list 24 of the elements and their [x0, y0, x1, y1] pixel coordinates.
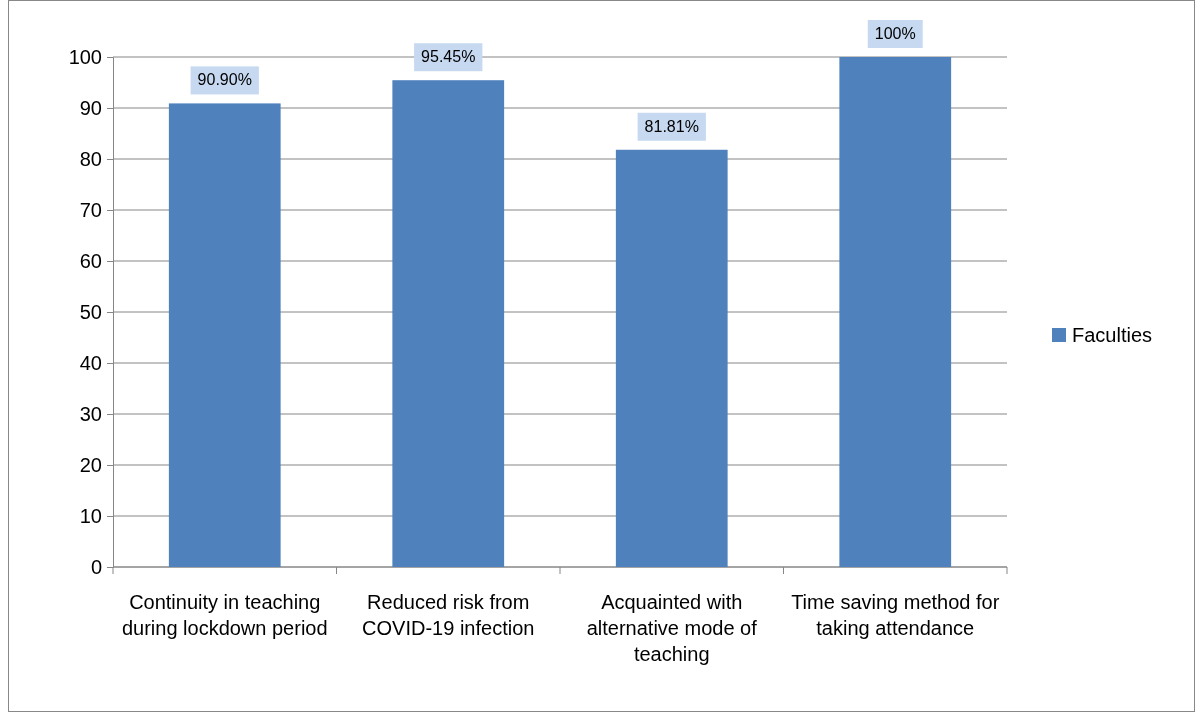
y-tick-label: 60 [79, 249, 102, 272]
y-tick-label: 20 [79, 453, 102, 476]
data-label: 95.45% [421, 48, 476, 66]
data-label: 100% [874, 25, 916, 42]
y-tick-label: 80 [79, 147, 102, 170]
x-tick-label: Acquainted with alternative mode of teaching [586, 591, 758, 665]
y-tick-label: 10 [79, 504, 102, 527]
bar [839, 57, 952, 567]
y-tick-label: 90 [79, 96, 102, 119]
legend-label: Faculties [1072, 324, 1153, 346]
y-tick-label: 0 [90, 555, 102, 578]
y-tick-label: 100 [68, 45, 102, 68]
x-tick-label: Time saving method for taking attendance [791, 591, 1000, 639]
y-tick-label: 40 [79, 351, 102, 374]
x-tick-label: Reduced risk from COVID-19 infection [362, 591, 535, 639]
data-label: 90.90% [197, 71, 252, 89]
y-tick-label: 70 [79, 198, 102, 221]
y-tick-label: 50 [79, 300, 102, 323]
bar [615, 149, 728, 567]
x-tick-label: Continuity in teaching during lockdown period [121, 591, 328, 639]
y-tick-label: 30 [79, 402, 102, 425]
bar [168, 103, 281, 567]
bar [392, 80, 505, 567]
data-label: 81.81% [644, 117, 699, 135]
